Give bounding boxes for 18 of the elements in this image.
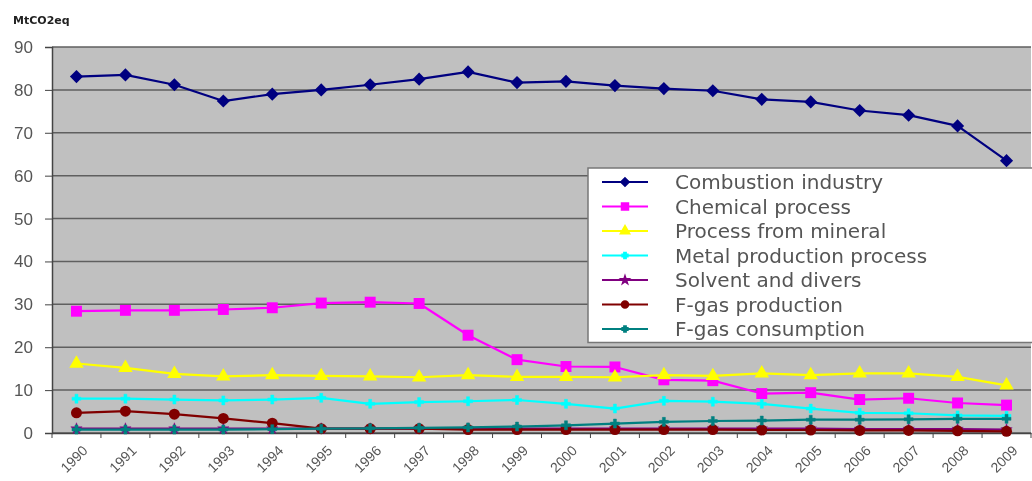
y-tick-label: 40 [14, 252, 33, 272]
y-tick-label: 10 [14, 381, 33, 401]
legend-label: Combustion industry [675, 170, 884, 194]
legend-label: F-gas production [675, 292, 843, 317]
y-tick-label: 30 [14, 295, 33, 315]
legend-label: F-gas consumption [675, 317, 865, 341]
y-tick-label: 60 [14, 166, 33, 186]
y-axis-title: MtCO2eq [13, 14, 70, 27]
legend-label: Chemical process [675, 194, 852, 219]
y-tick-label: 80 [14, 80, 33, 100]
y-tick-label: 70 [14, 123, 33, 143]
legend-label: Metal production process [675, 243, 928, 268]
legend-label: Solvent and divers [675, 268, 862, 292]
y-tick-label: 50 [14, 209, 33, 229]
legend-label: Process from mineral [675, 219, 887, 243]
y-tick-label: 90 [14, 37, 33, 57]
y-tick-label: 20 [14, 338, 33, 358]
y-tick-label: 0 [23, 423, 33, 443]
